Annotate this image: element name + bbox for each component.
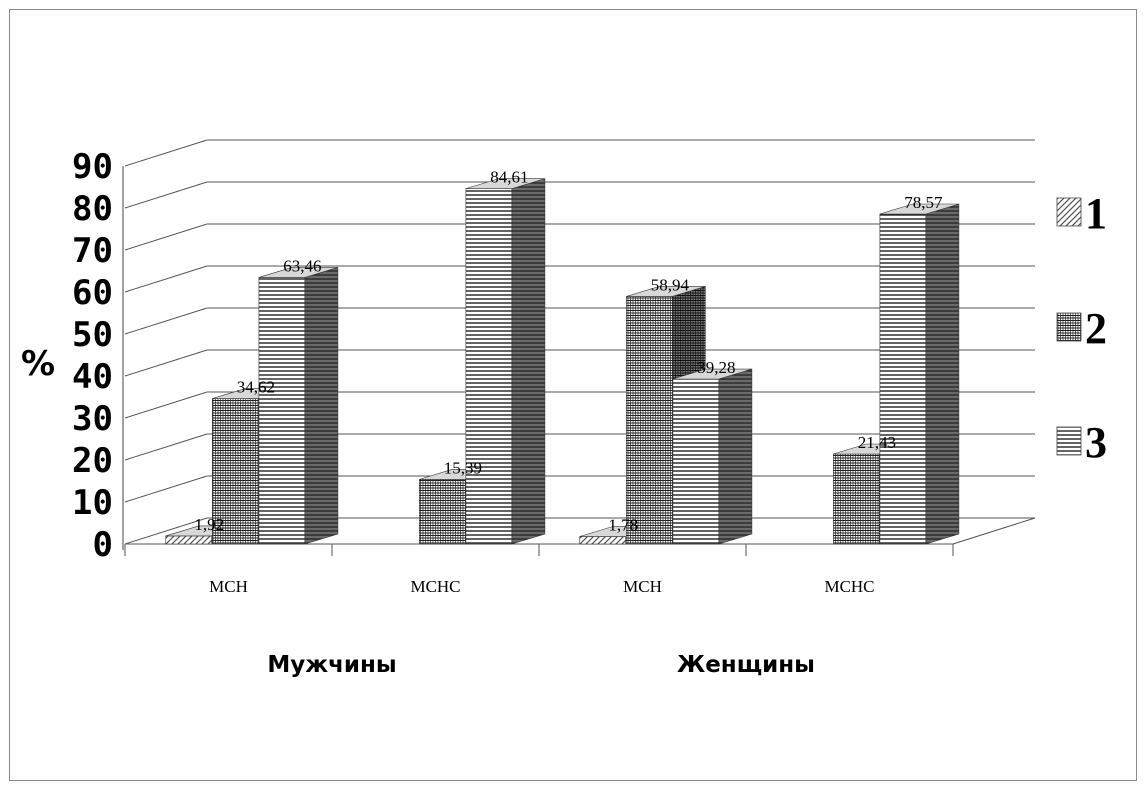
bar-front: [672, 378, 720, 545]
group-label: Женщины: [677, 652, 815, 678]
data-label: 39,28: [697, 358, 735, 377]
bar-series-3: [465, 178, 546, 545]
bar-front: [579, 536, 627, 545]
gridline-depth: [124, 181, 208, 209]
data-label: 1,78: [608, 516, 638, 535]
legend-swatch: [1056, 197, 1082, 227]
gridline-depth: [124, 265, 208, 293]
bar-side: [718, 368, 753, 545]
bar-front: [258, 277, 306, 545]
legend-item-2: 2: [1056, 304, 1107, 353]
gridline-depth: [124, 391, 208, 419]
y-tick-label: 30: [72, 399, 113, 439]
x-category-label: МСН: [623, 577, 662, 596]
data-label: 34,62: [237, 378, 275, 397]
data-label: 58,94: [651, 275, 690, 294]
legend-swatch: [1056, 426, 1082, 456]
y-tick-label: 0: [93, 525, 113, 565]
legend-label: 3: [1085, 418, 1107, 467]
bar-top: [626, 286, 706, 297]
gridline-depth: [124, 307, 208, 335]
bar-side: [925, 203, 960, 545]
y-axis-label: %: [21, 344, 55, 384]
legend-swatch: [1056, 312, 1082, 342]
floor-right-edge: [952, 517, 1036, 545]
data-label: 21,43: [858, 433, 896, 452]
bar-series-3: [879, 203, 960, 545]
y-tick-label: 20: [72, 441, 113, 481]
data-label: 84,61: [490, 168, 528, 187]
data-label: 1,92: [194, 515, 224, 534]
y-tick-label: 10: [72, 483, 113, 523]
bar-top: [672, 368, 752, 380]
legend-label: 2: [1085, 304, 1107, 353]
legend-label: 1: [1085, 189, 1107, 238]
bar-series-2: [626, 286, 706, 545]
gridline-depth: [124, 475, 208, 503]
y-tick-label: 60: [72, 273, 113, 313]
data-label: 63,46: [283, 256, 321, 275]
bar-front: [165, 535, 213, 545]
bar-front: [833, 453, 880, 545]
bar-front: [212, 398, 259, 545]
y-tick-label: 80: [72, 189, 113, 229]
bar-front: [626, 296, 673, 545]
bar-side: [511, 178, 546, 545]
gridline-depth: [124, 139, 208, 167]
bar-front: [465, 188, 513, 545]
y-tick-label: 70: [72, 231, 113, 271]
legend: 1 2 3: [1056, 189, 1107, 467]
gridline-depth: [124, 349, 208, 377]
legend-item-1: 1: [1056, 189, 1107, 238]
bar-layer: [165, 178, 960, 545]
bar-front: [879, 213, 927, 545]
bar-top: [879, 203, 959, 215]
legend-item-3: 3: [1056, 418, 1107, 467]
x-category-label: МСНС: [824, 577, 874, 596]
data-label: 78,57: [904, 193, 943, 212]
gridline-depth: [124, 517, 208, 545]
gridline-depth: [124, 223, 208, 251]
bar-top: [258, 267, 338, 278]
y-tick-label: 40: [72, 357, 113, 397]
x-category-label: МСНС: [410, 577, 460, 596]
y-tick-label: 50: [72, 315, 113, 355]
group-label: Мужчины: [267, 652, 396, 678]
gridline-depth: [124, 433, 208, 461]
bar-side: [304, 267, 339, 545]
x-category-label: МСН: [209, 577, 248, 596]
y-tick-label: 90: [72, 147, 113, 187]
bar-series-3: [672, 368, 753, 545]
bar-series-3: [258, 267, 339, 545]
chart-frame: 0 10 20 30 40 50 60 70 80 90% МСН МСНС МСН МСНС Мужчин…: [9, 9, 1137, 781]
label-layer: 1,92 34,62 63,46 15,39 84,61 1,78 58,94 39,28 21…: [194, 168, 943, 535]
data-label: 15,39: [444, 458, 482, 477]
bar-top: [465, 178, 545, 189]
bar-front: [419, 479, 466, 545]
